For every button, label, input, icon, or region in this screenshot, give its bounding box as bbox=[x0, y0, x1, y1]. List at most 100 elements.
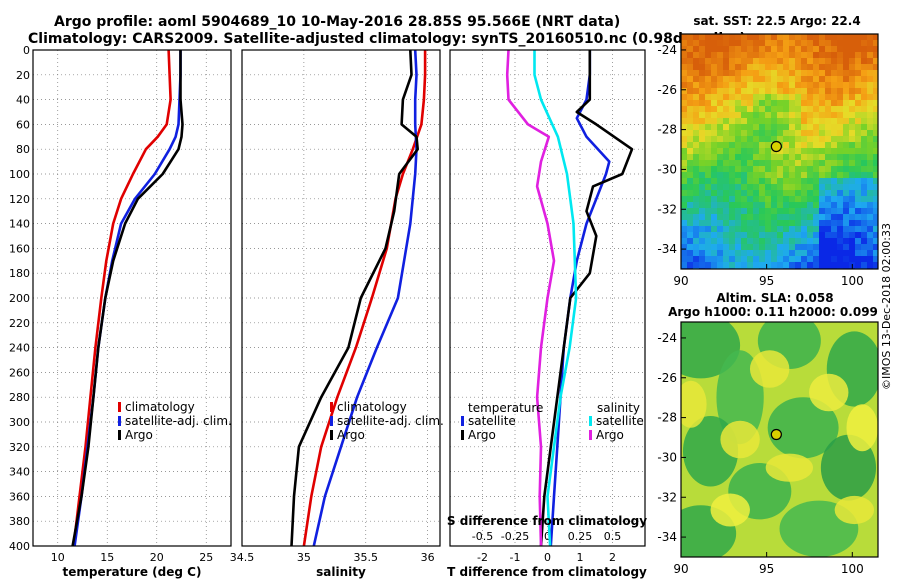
heatmap-cell bbox=[795, 178, 802, 185]
legend-label-argo: Argo bbox=[337, 428, 365, 442]
heatmap-cell bbox=[831, 100, 838, 107]
heatmap-cell bbox=[825, 130, 832, 137]
heatmap-cell bbox=[753, 166, 760, 173]
heatmap-cell bbox=[753, 124, 760, 131]
heatmap-cell bbox=[795, 88, 802, 95]
heatmap-cell bbox=[729, 262, 736, 269]
heatmap-cell bbox=[681, 238, 688, 245]
heatmap-cell bbox=[789, 202, 796, 209]
imos-footer-stamp: ©IMOS 13-Dec-2018 02:00:33 bbox=[880, 223, 893, 390]
heatmap-cell bbox=[705, 52, 712, 59]
y-tick-label: -32 bbox=[657, 490, 677, 504]
heatmap-cell bbox=[741, 232, 748, 239]
heatmap-cell bbox=[789, 82, 796, 89]
heatmap-cell bbox=[765, 214, 772, 221]
heatmap-cell bbox=[843, 220, 850, 227]
heatmap-cell bbox=[861, 190, 868, 197]
heatmap-cell bbox=[867, 136, 874, 143]
heatmap-cell bbox=[783, 70, 790, 77]
heatmap-cell bbox=[837, 154, 844, 161]
heatmap-cell bbox=[717, 46, 724, 53]
heatmap-cell bbox=[867, 172, 874, 179]
heatmap-cell bbox=[687, 220, 694, 227]
heatmap-cell bbox=[693, 178, 700, 185]
heatmap-cell bbox=[729, 190, 736, 197]
sla-blob bbox=[809, 373, 849, 412]
heatmap-cell bbox=[759, 70, 766, 77]
heatmap-cell bbox=[813, 100, 820, 107]
heatmap-cell bbox=[873, 238, 878, 245]
heatmap-cell bbox=[861, 160, 868, 167]
heatmap-cell bbox=[873, 196, 878, 203]
heatmap-cell bbox=[795, 34, 802, 41]
heatmap-cell bbox=[747, 142, 754, 149]
heatmap-cell bbox=[777, 46, 784, 53]
heatmap-cell bbox=[759, 76, 766, 83]
heatmap-cell bbox=[699, 46, 706, 53]
heatmap-cell bbox=[867, 160, 874, 167]
x-tick-label: 20 bbox=[150, 551, 164, 564]
heatmap-cell bbox=[783, 100, 790, 107]
heatmap-cell bbox=[753, 94, 760, 101]
heatmap-cell bbox=[693, 34, 700, 41]
heatmap-cell bbox=[873, 232, 878, 239]
heatmap-cell bbox=[855, 244, 862, 251]
heatmap-cell bbox=[759, 148, 766, 155]
heatmap-cell bbox=[741, 184, 748, 191]
heatmap-cell bbox=[801, 34, 808, 41]
heatmap-cell bbox=[843, 88, 850, 95]
heatmap-cell bbox=[705, 88, 712, 95]
heatmap-cell bbox=[723, 226, 730, 233]
heatmap-cell bbox=[765, 256, 772, 263]
heatmap-cell bbox=[777, 34, 784, 41]
heatmap-cell bbox=[765, 262, 772, 269]
heatmap-cell bbox=[729, 196, 736, 203]
heatmap-cell bbox=[849, 196, 856, 203]
heatmap-cell bbox=[759, 58, 766, 65]
heatmap-cell bbox=[699, 244, 706, 251]
heatmap-cell bbox=[867, 250, 874, 257]
heatmap-cell bbox=[741, 196, 748, 203]
heatmap-cell bbox=[849, 154, 856, 161]
heatmap-cell bbox=[753, 40, 760, 47]
heatmap-cell bbox=[783, 118, 790, 125]
heatmap-cell bbox=[813, 178, 820, 185]
heatmap-cell bbox=[735, 226, 742, 233]
heatmap-cell bbox=[741, 88, 748, 95]
heatmap-cell bbox=[699, 196, 706, 203]
heatmap-cell bbox=[759, 238, 766, 245]
heatmap-cell bbox=[843, 232, 850, 239]
heatmap-cell bbox=[759, 52, 766, 59]
heatmap-cell bbox=[681, 148, 688, 155]
heatmap-cell bbox=[801, 160, 808, 167]
heatmap-cell bbox=[825, 166, 832, 173]
sst-heatmap bbox=[681, 34, 878, 269]
sst-map-ticks: 90 95 100 -24 -26 -28 -30 -32 -34 bbox=[657, 43, 863, 288]
legend-label-t-satellite: satellite bbox=[468, 414, 516, 428]
heatmap-cell bbox=[855, 130, 862, 137]
heatmap-cell bbox=[723, 250, 730, 257]
heatmap-cell bbox=[873, 40, 878, 47]
heatmap-cell bbox=[861, 46, 868, 53]
heatmap-cell bbox=[717, 100, 724, 107]
heatmap-cell bbox=[729, 208, 736, 215]
x2-tick-label: 0.25 bbox=[568, 530, 593, 543]
heatmap-cell bbox=[777, 136, 784, 143]
heatmap-cell bbox=[831, 82, 838, 89]
heatmap-cell bbox=[819, 202, 826, 209]
heatmap-cell bbox=[873, 82, 878, 89]
heatmap-cell bbox=[783, 148, 790, 155]
heatmap-cell bbox=[831, 232, 838, 239]
heatmap-cell bbox=[807, 232, 814, 239]
heatmap-cell bbox=[837, 226, 844, 233]
heatmap-cell bbox=[687, 118, 694, 125]
heatmap-cell bbox=[711, 58, 718, 65]
heatmap-cell bbox=[813, 202, 820, 209]
heatmap-cell bbox=[771, 220, 778, 227]
heatmap-cell bbox=[741, 250, 748, 257]
heatmap-cell bbox=[777, 214, 784, 221]
sla-blob bbox=[710, 493, 750, 527]
heatmap-cell bbox=[837, 142, 844, 149]
heatmap-cell bbox=[849, 250, 856, 257]
heatmap-cell bbox=[681, 100, 688, 107]
